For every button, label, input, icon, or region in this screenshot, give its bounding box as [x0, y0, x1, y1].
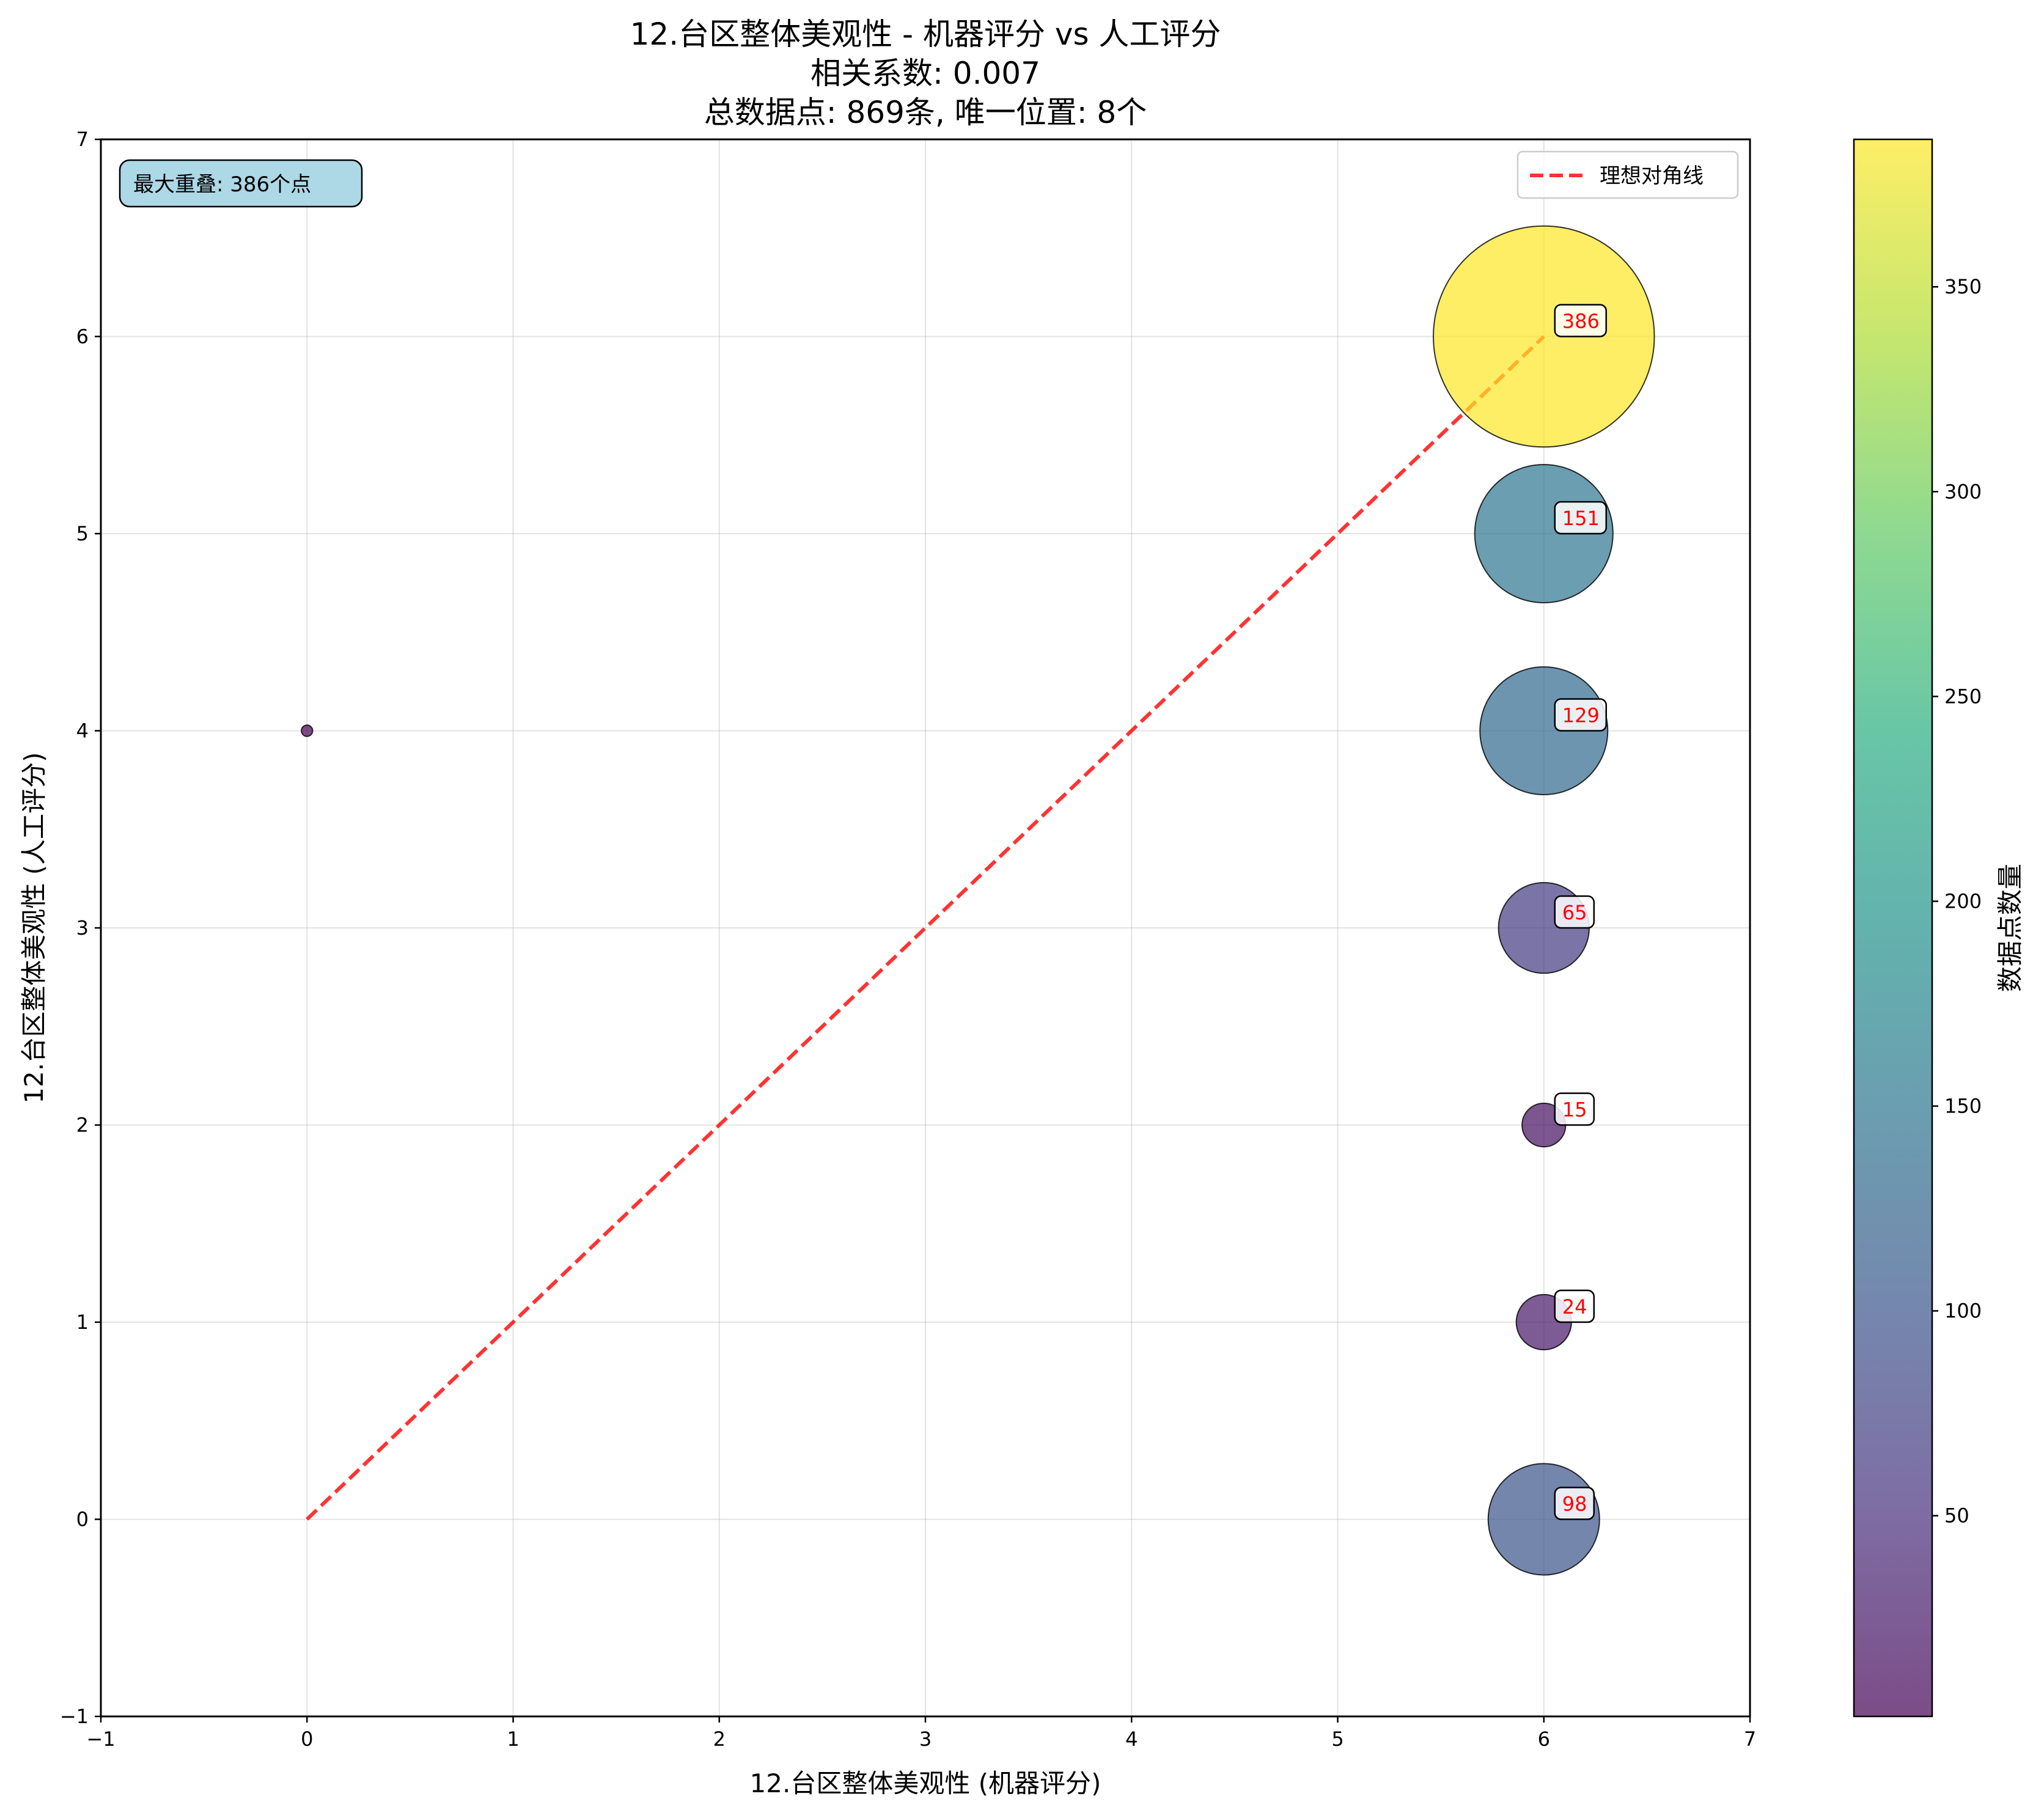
legend-frame	[1516, 150, 1739, 199]
y-tick-label: 2	[76, 1114, 89, 1137]
colorbar: 50 100 150 200 250 300 350 数据点数量	[1853, 138, 2025, 1718]
count-label-box	[1554, 1092, 1595, 1126]
data-point	[1432, 225, 1655, 448]
x-tick-label: 6	[1538, 1727, 1550, 1751]
legend: 理想对角线	[1516, 150, 1739, 199]
count-label: 151	[1562, 507, 1600, 530]
count-label: 129	[1562, 704, 1600, 727]
max-overlap-text: 最大重叠: 386个点	[133, 172, 311, 197]
chart-title-line-1: 12.台区整体美观性 - 机器评分 vs 人工评分	[630, 17, 1221, 52]
max-overlap-box: 最大重叠: 386个点	[119, 159, 363, 208]
colorbar-tick-label: 200	[1944, 889, 1982, 913]
y-tick-label: −1	[60, 1705, 89, 1728]
y-axis-label: 12.台区整体美观性 (人工评分)	[19, 752, 49, 1104]
y-tick-label: 7	[76, 128, 89, 151]
colorbar-gradient	[1853, 138, 1933, 1718]
colorbar-tick-label: 250	[1944, 685, 1982, 708]
y-tick-label: 3	[76, 916, 89, 940]
count-label-box	[1554, 895, 1595, 929]
count-label: 65	[1562, 901, 1587, 924]
x-axis-label: 12.台区整体美观性 (机器评分)	[750, 1768, 1101, 1798]
chart-title-line-2: 相关系数: 0.007	[811, 56, 1040, 91]
count-label: 24	[1562, 1295, 1587, 1318]
axis-ticks: −1 0 1 2 3 4 5 6 7 −1 0 1 2 3 4 5 6 7	[60, 128, 1756, 1751]
x-tick-label: 5	[1331, 1727, 1344, 1751]
x-tick-label: 3	[919, 1727, 932, 1751]
x-tick-label: 2	[713, 1727, 726, 1751]
colorbar-tick-label: 300	[1944, 480, 1982, 503]
y-tick-label: 4	[76, 719, 89, 743]
data-point	[1474, 463, 1614, 604]
colorbar-label: 数据点数量	[1995, 864, 2025, 992]
y-tick-label: 1	[76, 1311, 89, 1334]
diagonal-layer	[306, 335, 1545, 1521]
ideal-diagonal-line	[306, 335, 1545, 1521]
count-label: 386	[1562, 310, 1600, 333]
y-tick-label: 5	[76, 522, 89, 545]
colorbar-tick-label: 150	[1944, 1095, 1982, 1118]
count-label: 98	[1562, 1493, 1587, 1516]
legend-diagonal-label: 理想对角线	[1600, 164, 1704, 188]
count-label-box	[1554, 1487, 1595, 1520]
data-point	[301, 724, 314, 737]
count-label-box	[1554, 501, 1607, 535]
y-tick-label: 6	[76, 325, 89, 348]
chart-title-line-3: 总数据点: 869条, 唯一位置: 8个	[704, 95, 1147, 130]
x-tick-label: 4	[1125, 1727, 1138, 1751]
count-label-box	[1554, 698, 1607, 732]
colorbar-tick-label: 350	[1944, 275, 1982, 298]
colorbar-ticks: 50 100 150 200 250 300 350	[1932, 275, 1982, 1528]
x-tick-label: 0	[301, 1727, 313, 1751]
colorbar-tick-label: 100	[1944, 1300, 1982, 1323]
count-label-box	[1554, 1289, 1595, 1323]
x-tick-label: 7	[1744, 1727, 1756, 1751]
count-label-box	[1554, 304, 1607, 337]
x-tick-label: 1	[507, 1727, 519, 1751]
colorbar-tick-label: 50	[1944, 1504, 1969, 1528]
y-tick-label: 0	[76, 1508, 89, 1531]
count-label: 15	[1562, 1098, 1587, 1122]
x-tick-label: −1	[86, 1727, 115, 1751]
annotations-layer: 386 151 129 65 15 24 98	[1554, 304, 1607, 1520]
max-overlap-box-bg	[119, 159, 363, 208]
points-layer	[301, 225, 1655, 1576]
